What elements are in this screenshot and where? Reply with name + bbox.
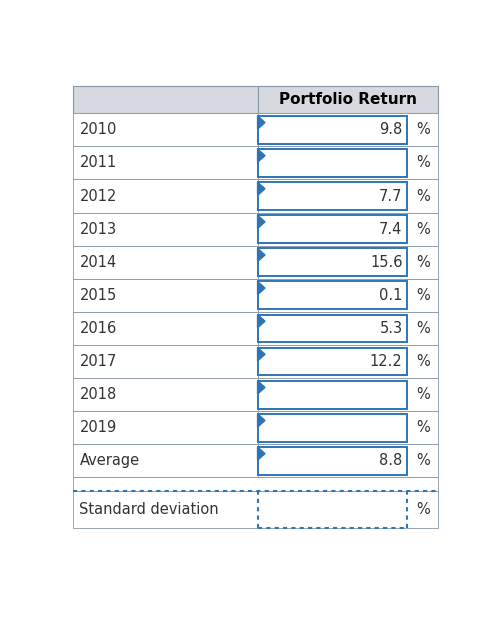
Text: %: % xyxy=(416,155,430,171)
Bar xyxy=(257,179,438,212)
Polygon shape xyxy=(257,315,265,328)
Text: 2017: 2017 xyxy=(79,354,117,369)
Text: 7.7: 7.7 xyxy=(379,189,403,204)
Text: Average: Average xyxy=(79,454,140,468)
Text: 2018: 2018 xyxy=(79,388,117,402)
Text: Portfolio Return: Portfolio Return xyxy=(279,92,417,107)
Text: 12.2: 12.2 xyxy=(370,354,403,369)
Text: 2010: 2010 xyxy=(79,122,117,137)
Text: %: % xyxy=(416,189,430,204)
Text: %: % xyxy=(416,421,430,435)
Polygon shape xyxy=(257,249,265,262)
Text: 2019: 2019 xyxy=(79,421,117,435)
Bar xyxy=(257,381,407,409)
Polygon shape xyxy=(257,215,265,229)
Bar xyxy=(257,249,407,276)
Text: 15.6: 15.6 xyxy=(370,255,403,270)
Bar xyxy=(257,282,407,309)
Text: %: % xyxy=(416,255,430,270)
Bar xyxy=(257,149,407,177)
Bar xyxy=(257,85,438,113)
Text: %: % xyxy=(416,222,430,237)
Text: 9.8: 9.8 xyxy=(379,122,403,137)
Bar xyxy=(73,245,257,279)
Bar xyxy=(257,444,438,477)
Text: %: % xyxy=(416,354,430,369)
Text: %: % xyxy=(416,122,430,137)
Text: %: % xyxy=(416,321,430,336)
Text: 2012: 2012 xyxy=(79,189,117,204)
Text: %: % xyxy=(416,288,430,303)
Text: 0.1: 0.1 xyxy=(379,288,403,303)
Bar xyxy=(257,116,407,144)
Bar xyxy=(257,279,438,312)
Bar xyxy=(73,492,438,528)
Bar xyxy=(73,179,257,212)
Polygon shape xyxy=(257,381,265,394)
Text: 2013: 2013 xyxy=(79,222,117,237)
Bar xyxy=(73,212,257,245)
Bar xyxy=(257,447,407,475)
Bar xyxy=(73,312,257,345)
Bar xyxy=(257,245,438,279)
Bar xyxy=(73,113,257,146)
Bar xyxy=(257,378,438,411)
Polygon shape xyxy=(257,348,265,361)
Text: 2015: 2015 xyxy=(79,288,117,303)
Bar xyxy=(257,414,407,442)
Bar xyxy=(257,212,438,245)
Polygon shape xyxy=(257,414,265,427)
Bar xyxy=(73,378,257,411)
Text: 2011: 2011 xyxy=(79,155,117,171)
Text: 2016: 2016 xyxy=(79,321,117,336)
Bar xyxy=(73,279,257,312)
Bar xyxy=(257,113,438,146)
Polygon shape xyxy=(257,149,265,162)
Text: %: % xyxy=(416,502,430,517)
Bar xyxy=(257,215,407,243)
Polygon shape xyxy=(257,447,265,460)
Bar xyxy=(73,444,257,477)
Text: %: % xyxy=(416,388,430,402)
Bar xyxy=(257,345,438,378)
Bar xyxy=(257,182,407,210)
Polygon shape xyxy=(257,182,265,196)
Text: Standard deviation: Standard deviation xyxy=(79,502,219,517)
Bar xyxy=(73,85,257,113)
Polygon shape xyxy=(257,116,265,129)
Bar xyxy=(257,315,407,343)
Bar xyxy=(73,477,438,492)
Bar xyxy=(73,411,257,444)
Text: %: % xyxy=(416,454,430,468)
Polygon shape xyxy=(257,282,265,295)
Bar xyxy=(257,411,438,444)
Bar xyxy=(73,345,257,378)
Bar xyxy=(73,146,257,179)
Text: 8.8: 8.8 xyxy=(379,454,403,468)
Text: 2014: 2014 xyxy=(79,255,117,270)
Text: 7.4: 7.4 xyxy=(379,222,403,237)
Bar xyxy=(257,312,438,345)
Bar xyxy=(257,146,438,179)
Bar xyxy=(257,348,407,376)
Text: 5.3: 5.3 xyxy=(379,321,403,336)
